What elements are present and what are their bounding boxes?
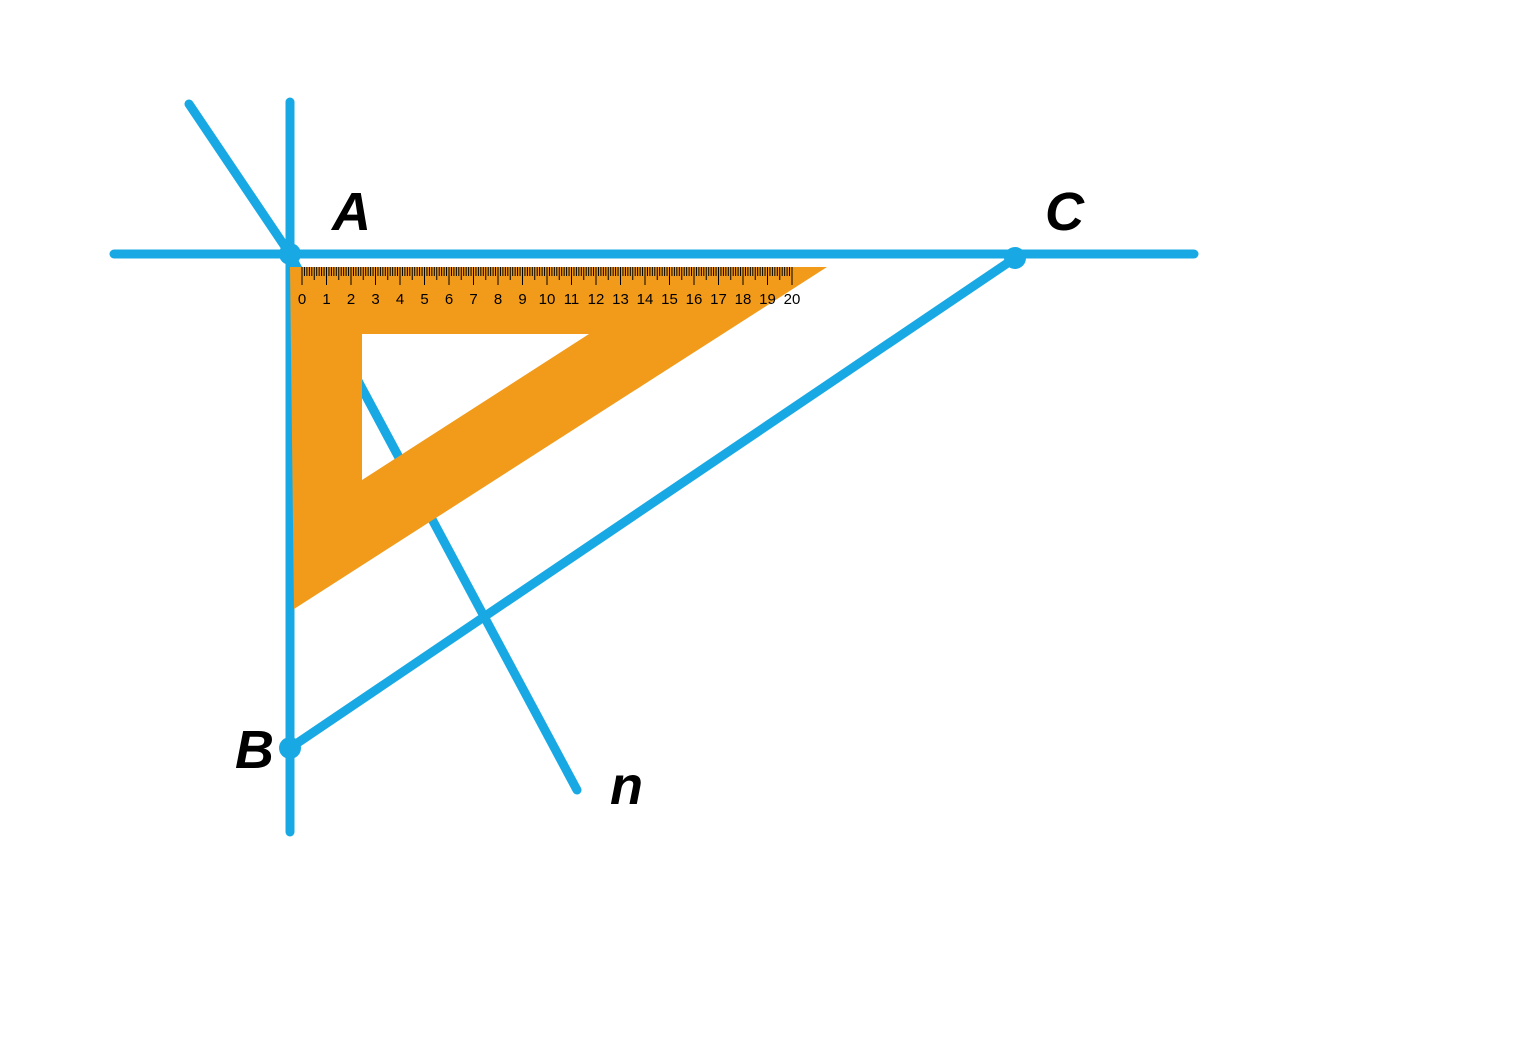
background xyxy=(0,0,1536,1044)
ruler-number: 18 xyxy=(735,291,752,308)
point-A xyxy=(279,243,301,265)
ruler-number: 5 xyxy=(420,291,428,308)
point-B xyxy=(279,737,301,759)
ruler-number: 20 xyxy=(784,291,801,308)
ruler-number: 6 xyxy=(445,291,453,308)
label-n: n xyxy=(610,756,643,816)
ruler-number: 16 xyxy=(686,291,703,308)
ruler-number: 12 xyxy=(588,291,605,308)
label-A: A xyxy=(330,182,371,242)
ruler-number: 17 xyxy=(710,291,727,308)
ruler-number: 11 xyxy=(564,291,580,308)
ruler-number: 19 xyxy=(759,291,776,308)
ruler-number: 1 xyxy=(322,291,330,308)
ruler-number: 13 xyxy=(612,291,629,308)
ruler-number: 14 xyxy=(637,291,654,308)
ruler-number: 9 xyxy=(518,291,526,308)
ruler-ticks xyxy=(302,267,792,285)
ruler-number: 4 xyxy=(396,291,404,308)
label-C: C xyxy=(1045,182,1085,242)
ruler-number: 2 xyxy=(347,291,355,308)
ruler-number: 15 xyxy=(661,291,678,308)
label-B: B xyxy=(235,720,274,780)
ruler-number: 0 xyxy=(298,291,306,308)
ruler-number: 3 xyxy=(371,291,379,308)
point-C xyxy=(1004,247,1026,269)
ruler-number: 10 xyxy=(539,291,556,308)
ruler-number: 7 xyxy=(469,291,477,308)
ruler-number: 8 xyxy=(494,291,502,308)
ruler-numbers: 01234567891011121314151617181920 xyxy=(298,291,801,308)
